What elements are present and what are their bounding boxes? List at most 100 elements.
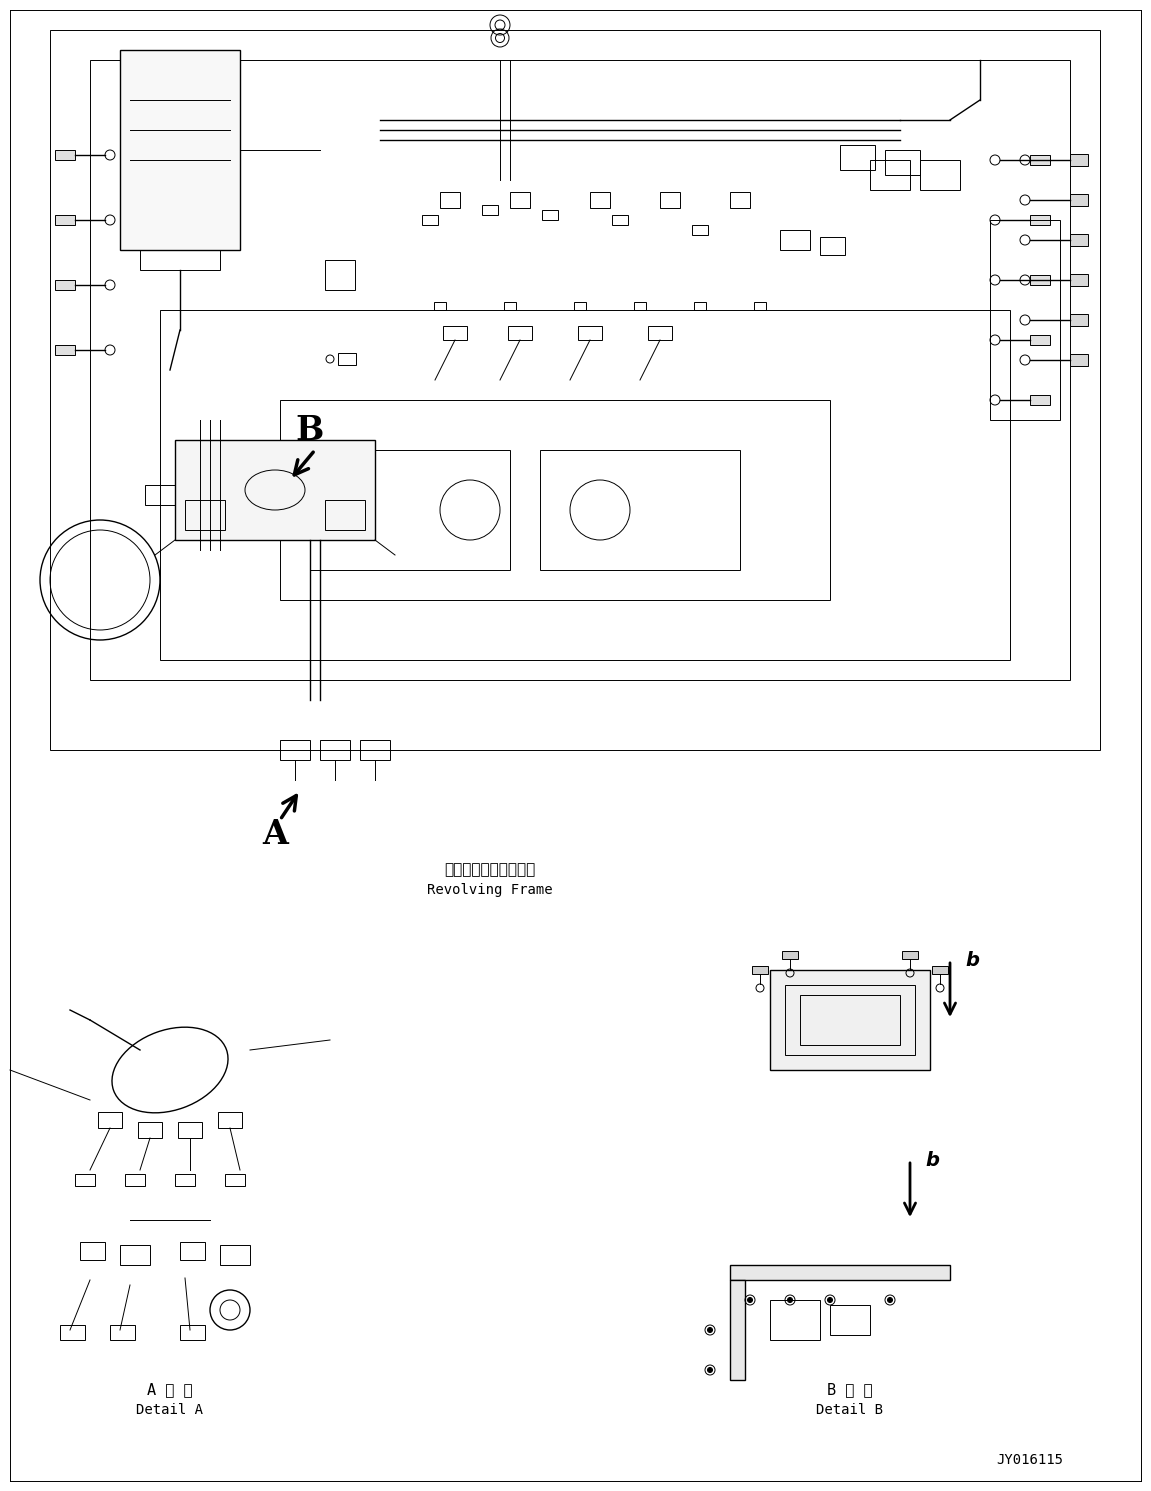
Ellipse shape: [708, 1327, 712, 1333]
Bar: [1030, 155, 1050, 166]
Bar: [578, 327, 602, 340]
Bar: [660, 192, 680, 209]
Bar: [180, 1325, 205, 1340]
Ellipse shape: [708, 1367, 712, 1373]
Bar: [730, 1264, 950, 1279]
Bar: [422, 215, 439, 225]
Bar: [120, 1245, 150, 1264]
Bar: [81, 1242, 105, 1260]
Bar: [60, 1325, 85, 1340]
Bar: [1070, 154, 1088, 166]
Bar: [160, 310, 1009, 661]
Text: B 詳 細: B 詳 細: [828, 1382, 872, 1397]
Bar: [902, 951, 918, 959]
Bar: [508, 327, 532, 340]
Bar: [280, 740, 310, 760]
Bar: [98, 1112, 122, 1129]
Bar: [542, 210, 558, 221]
Bar: [820, 237, 845, 255]
Bar: [55, 215, 75, 225]
Bar: [785, 986, 915, 1056]
Bar: [574, 303, 586, 310]
Bar: [220, 1245, 250, 1264]
Bar: [482, 204, 498, 215]
Bar: [224, 1173, 245, 1185]
Bar: [1070, 194, 1088, 206]
Text: A: A: [262, 819, 288, 851]
Bar: [49, 30, 1100, 750]
Bar: [830, 1305, 870, 1334]
Bar: [1070, 315, 1088, 327]
Text: A 詳 細: A 詳 細: [147, 1382, 193, 1397]
Bar: [175, 1173, 195, 1185]
Bar: [338, 353, 356, 365]
Text: b: b: [965, 950, 980, 969]
Bar: [180, 1242, 205, 1260]
Bar: [1070, 353, 1088, 365]
Bar: [75, 1173, 96, 1185]
Bar: [140, 250, 220, 270]
Bar: [770, 1300, 820, 1340]
Bar: [55, 151, 75, 160]
Bar: [800, 994, 900, 1045]
Ellipse shape: [828, 1297, 832, 1303]
Bar: [540, 450, 740, 570]
Bar: [932, 966, 948, 974]
Bar: [510, 192, 529, 209]
Bar: [175, 440, 375, 540]
Bar: [770, 971, 930, 1071]
Text: Revolving Frame: Revolving Frame: [427, 883, 552, 898]
Text: B: B: [296, 413, 325, 446]
Bar: [90, 60, 1070, 680]
Bar: [692, 225, 708, 236]
Bar: [754, 303, 767, 310]
Bar: [138, 1123, 162, 1138]
Bar: [990, 221, 1060, 420]
Bar: [178, 1123, 201, 1138]
Bar: [218, 1112, 242, 1129]
Bar: [443, 327, 467, 340]
Bar: [780, 230, 810, 250]
Bar: [752, 966, 768, 974]
Bar: [310, 450, 510, 570]
Bar: [440, 192, 460, 209]
Bar: [55, 344, 75, 355]
Bar: [1030, 274, 1050, 285]
Text: b: b: [925, 1151, 939, 1169]
Bar: [120, 51, 241, 250]
Bar: [1070, 234, 1088, 246]
Bar: [110, 1325, 135, 1340]
Bar: [730, 192, 750, 209]
Bar: [782, 951, 798, 959]
Ellipse shape: [747, 1297, 753, 1303]
Ellipse shape: [887, 1297, 892, 1303]
Bar: [920, 160, 960, 189]
Text: JY016115: JY016115: [997, 1454, 1064, 1467]
Bar: [730, 1279, 745, 1381]
Bar: [320, 740, 350, 760]
Bar: [1030, 215, 1050, 225]
Bar: [434, 303, 445, 310]
Bar: [145, 485, 175, 505]
Bar: [870, 160, 910, 189]
Bar: [612, 215, 628, 225]
Bar: [590, 192, 610, 209]
Bar: [55, 280, 75, 291]
Bar: [694, 303, 706, 310]
Text: レボルビングフレーム: レボルビングフレーム: [444, 862, 535, 878]
Bar: [325, 499, 365, 529]
Bar: [1070, 274, 1088, 286]
Bar: [634, 303, 646, 310]
Bar: [185, 499, 224, 529]
Bar: [885, 151, 920, 174]
Text: Detail B: Detail B: [816, 1403, 884, 1416]
Ellipse shape: [787, 1297, 793, 1303]
Bar: [280, 400, 830, 599]
Bar: [125, 1173, 145, 1185]
Bar: [1030, 395, 1050, 406]
Text: Detail A: Detail A: [137, 1403, 204, 1416]
Bar: [325, 259, 355, 291]
Bar: [840, 145, 875, 170]
Bar: [1030, 335, 1050, 344]
Bar: [360, 740, 390, 760]
